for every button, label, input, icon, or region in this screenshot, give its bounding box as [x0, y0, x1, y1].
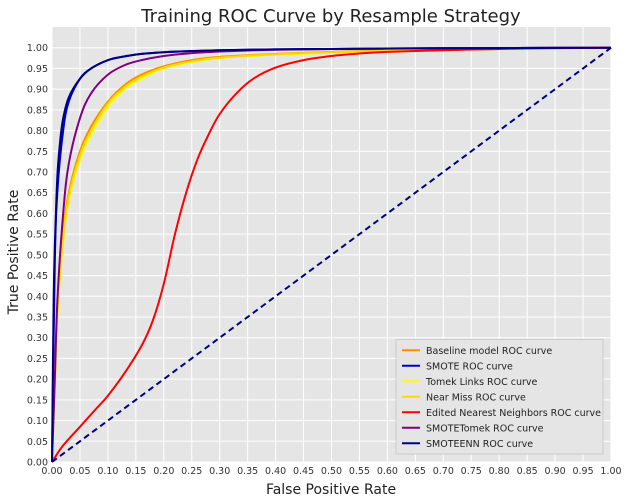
x-tick-label: 0.20	[153, 466, 174, 477]
y-tick-label: 0.05	[27, 437, 48, 448]
y-ticks: 0.00 0.05 0.10 0.15 0.20 0.25 0.30 0.35 0.40 0.45…	[27, 43, 48, 468]
x-tick-label: 0.25	[181, 466, 202, 477]
x-tick-label: 0.90	[545, 466, 566, 477]
x-tick-label: 0.60	[377, 466, 398, 477]
series-line-4	[51, 46, 612, 463]
x-tick-label: 0.55	[349, 466, 370, 477]
y-tick-label: 0.40	[27, 292, 48, 303]
x-tick-label: 0.10	[97, 466, 118, 477]
y-tick-label: 0.45	[27, 271, 48, 282]
legend-entry: SMOTEENN ROC curve	[426, 439, 533, 450]
y-tick-label: 0.50	[27, 250, 48, 261]
y-tick-label: 0.20	[27, 375, 48, 386]
y-tick-label: 0.80	[27, 126, 48, 137]
legend-entry: Baseline model ROC curve	[426, 346, 552, 357]
x-ticks: 0.00 0.05 0.10 0.15 0.20 0.25 0.30 0.35 0.40 0.45…	[41, 466, 621, 477]
x-axis-label: False Positive Rate	[266, 482, 396, 498]
y-tick-label: 1.00	[27, 43, 48, 54]
legend-box	[395, 339, 604, 455]
x-tick-label: 0.45	[293, 466, 314, 477]
y-tick-label: 0.95	[27, 64, 48, 75]
legend: Baseline model ROC curve SMOTE ROC curve T…	[395, 339, 604, 455]
x-tick-label: 0.50	[321, 466, 342, 477]
y-tick-label: 0.10	[27, 416, 48, 427]
y-tick-label: 0.15	[27, 395, 48, 406]
legend-entry: Near Miss ROC curve	[426, 392, 526, 403]
y-tick-label: 0.85	[27, 105, 48, 116]
y-tick-label: 0.75	[27, 147, 48, 158]
legend-entry: Tomek Links ROC curve	[425, 377, 538, 388]
x-tick-label: 0.35	[237, 466, 258, 477]
y-tick-label: 0.30	[27, 333, 48, 344]
x-tick-label: 0.05	[69, 466, 90, 477]
x-tick-label: 0.00	[41, 466, 62, 477]
x-tick-label: 0.75	[461, 466, 482, 477]
y-tick-label: 0.70	[27, 168, 48, 179]
x-tick-label: 1.00	[600, 466, 621, 477]
chart-title: Training ROC Curve by Resample Strategy	[140, 6, 521, 27]
y-axis-label: True Positive Rate	[6, 190, 22, 316]
y-tick-label: 0.00	[27, 458, 48, 469]
y-tick-label: 0.65	[27, 188, 48, 199]
x-tick-label: 0.70	[433, 466, 454, 477]
x-tick-label: 0.80	[489, 466, 510, 477]
x-tick-label: 0.95	[572, 466, 593, 477]
y-tick-label: 0.25	[27, 354, 48, 365]
x-tick-label: 0.30	[209, 466, 230, 477]
y-tick-label: 0.60	[27, 209, 48, 220]
legend-entry: Edited Nearest Neighbors ROC curve	[426, 408, 601, 419]
y-tick-label: 0.55	[27, 230, 48, 241]
chance-diagonal-line	[51, 46, 612, 463]
y-tick-label: 0.35	[27, 313, 48, 324]
x-tick-label: 0.85	[517, 466, 538, 477]
legend-entry: SMOTE ROC curve	[426, 361, 513, 372]
series-lines	[51, 46, 612, 463]
series-line-6	[51, 46, 612, 463]
x-tick-label: 0.65	[405, 466, 426, 477]
y-tick-label: 0.90	[27, 85, 48, 96]
x-tick-label: 0.15	[125, 466, 146, 477]
legend-entry: SMOTETomek ROC curve	[426, 423, 544, 434]
x-tick-label: 0.40	[265, 466, 286, 477]
